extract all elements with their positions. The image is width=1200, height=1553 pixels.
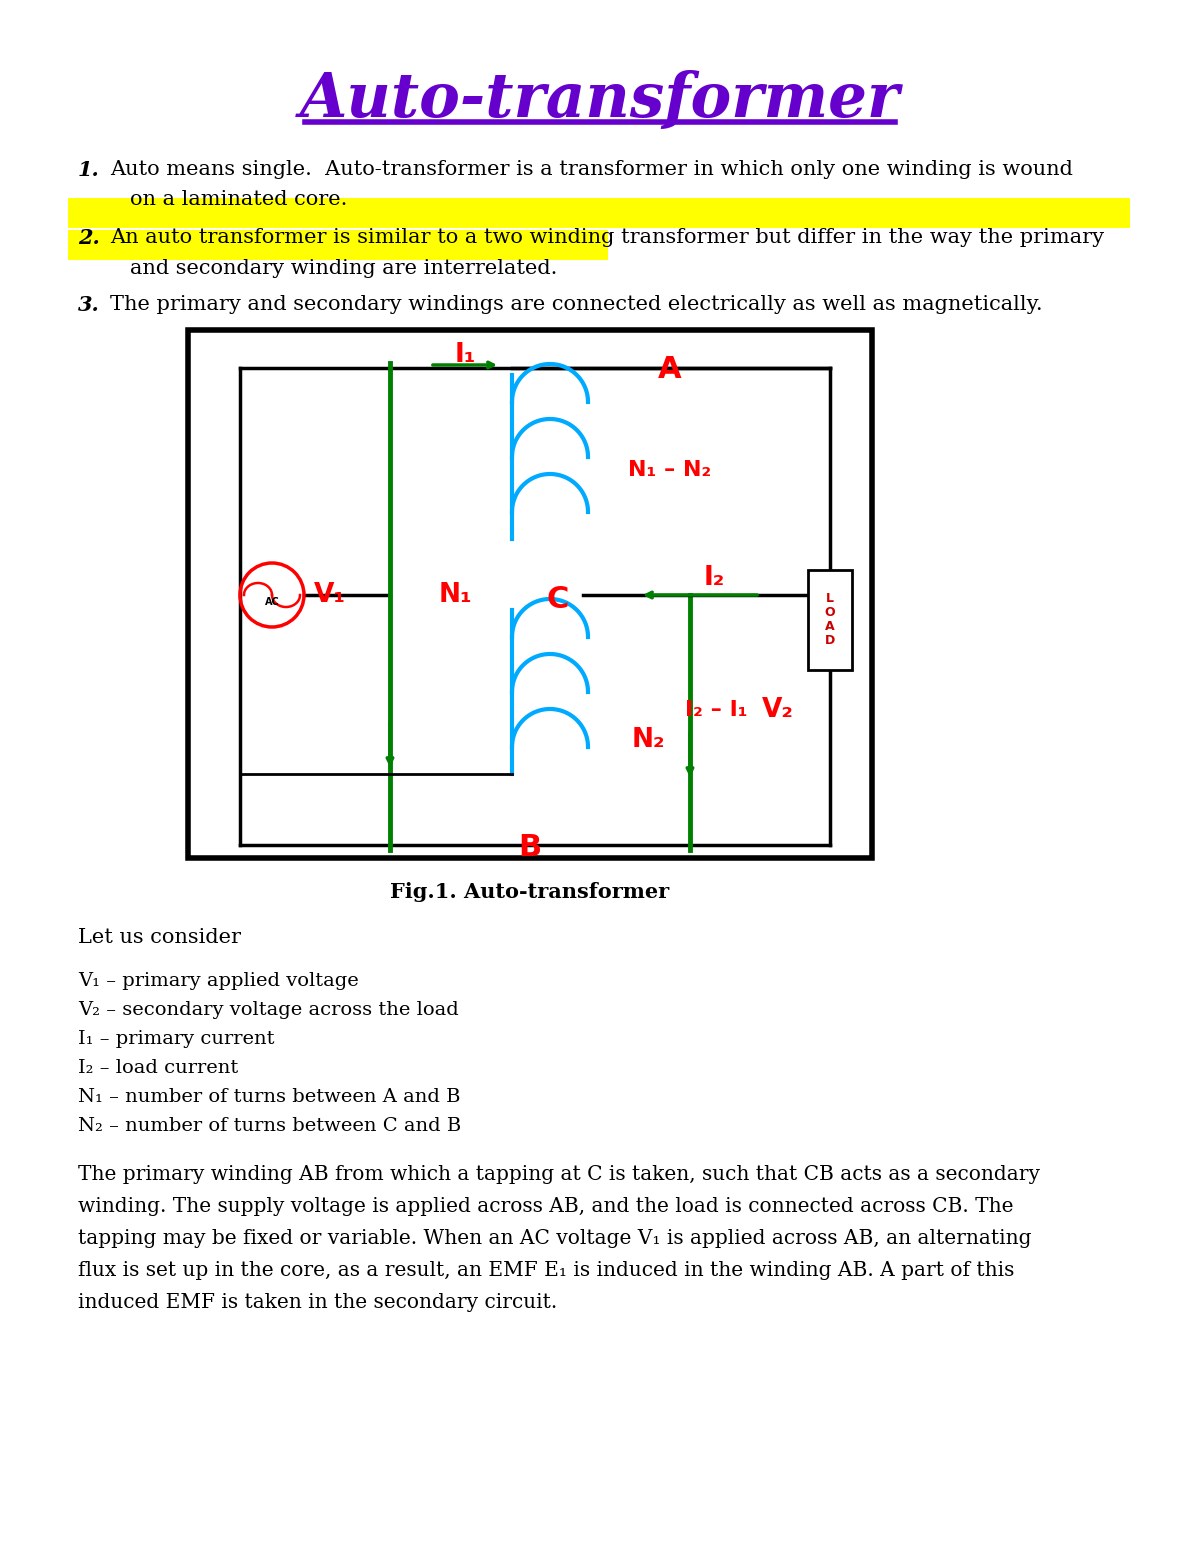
- Text: I₁: I₁: [455, 342, 475, 368]
- Text: I₂ – load current: I₂ – load current: [78, 1059, 239, 1076]
- Text: L
O
A
D: L O A D: [824, 593, 835, 648]
- Bar: [188, 329, 872, 857]
- Text: 2.: 2.: [78, 228, 100, 248]
- Text: The primary winding AB from which a tapping at C is taken, such that CB acts as : The primary winding AB from which a tapp…: [78, 1165, 1040, 1183]
- Text: induced EMF is taken in the secondary circuit.: induced EMF is taken in the secondary ci…: [78, 1294, 557, 1312]
- Text: The primary and secondary windings are connected electrically as well as magneti: The primary and secondary windings are c…: [110, 295, 1043, 314]
- Text: N₁: N₁: [438, 582, 472, 609]
- Text: flux is set up in the core, as a result, an EMF E₁ is induced in the winding AB.: flux is set up in the core, as a result,…: [78, 1261, 1014, 1280]
- Text: Auto-transformer: Auto-transformer: [300, 70, 900, 130]
- Text: Auto means single.  Auto-transformer is a transformer in which only one winding : Auto means single. Auto-transformer is a…: [110, 160, 1073, 179]
- Text: Fig.1. Auto-transformer: Fig.1. Auto-transformer: [390, 882, 670, 902]
- Text: N₁ – N₂: N₁ – N₂: [629, 460, 712, 480]
- Text: V₂: V₂: [762, 697, 794, 724]
- Text: and secondary winding are interrelated.: and secondary winding are interrelated.: [130, 259, 557, 278]
- Text: V₂ – secondary voltage across the load: V₂ – secondary voltage across the load: [78, 1002, 458, 1019]
- Text: I₂: I₂: [703, 565, 725, 592]
- Text: 1.: 1.: [78, 160, 100, 180]
- Text: AC: AC: [265, 596, 280, 607]
- Text: C: C: [547, 585, 569, 615]
- Bar: [68, 197, 1130, 228]
- Bar: [68, 230, 608, 259]
- Text: I₂ – I₁: I₂ – I₁: [685, 700, 748, 721]
- Text: V₁ – primary applied voltage: V₁ – primary applied voltage: [78, 972, 359, 989]
- Text: 3.: 3.: [78, 295, 100, 315]
- Text: winding. The supply voltage is applied across AB, and the load is connected acro: winding. The supply voltage is applied a…: [78, 1197, 1014, 1216]
- Text: on a laminated core.: on a laminated core.: [130, 189, 347, 210]
- Text: An auto transformer is similar to a two winding transformer but differ in the wa: An auto transformer is similar to a two …: [110, 228, 1104, 247]
- Bar: [808, 570, 852, 669]
- Text: Let us consider: Let us consider: [78, 929, 241, 947]
- Text: A: A: [658, 356, 682, 385]
- Text: B: B: [518, 834, 541, 862]
- Text: V₁: V₁: [314, 582, 346, 609]
- Text: N₂ – number of turns between C and B: N₂ – number of turns between C and B: [78, 1117, 461, 1135]
- Text: N₂: N₂: [631, 727, 665, 753]
- Text: N₁ – number of turns between A and B: N₁ – number of turns between A and B: [78, 1089, 461, 1106]
- Text: I₁ – primary current: I₁ – primary current: [78, 1030, 275, 1048]
- Text: tapping may be fixed or variable. When an AC voltage V₁ is applied across AB, an: tapping may be fixed or variable. When a…: [78, 1228, 1032, 1249]
